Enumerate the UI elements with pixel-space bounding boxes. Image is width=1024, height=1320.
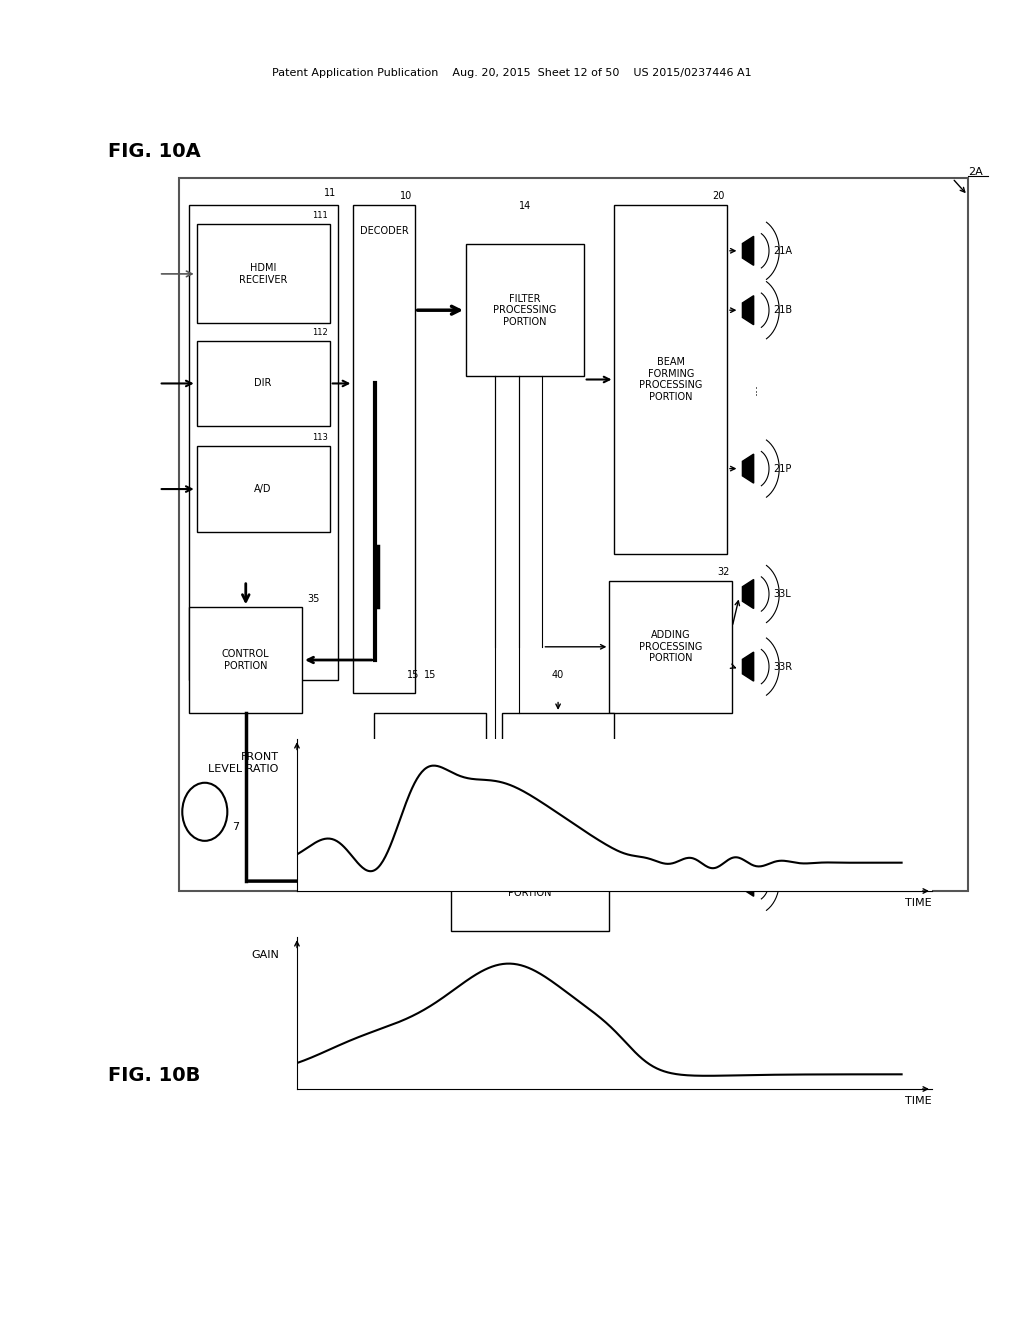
Text: 32: 32 (718, 566, 730, 577)
Bar (179, 178, 968, 891)
Bar (466, 244, 584, 376)
Bar (189, 205, 338, 680)
Text: 21A: 21A (773, 246, 793, 256)
Bar (353, 205, 415, 693)
Text: 7: 7 (232, 821, 240, 832)
Circle shape (182, 783, 227, 841)
Text: FILTER
PROCESSING
PORTION: FILTER PROCESSING PORTION (494, 293, 556, 327)
Text: 21B: 21B (773, 305, 793, 315)
Text: FRONT
LEVEL RATIO: FRONT LEVEL RATIO (209, 752, 279, 774)
Text: TIME: TIME (905, 1096, 932, 1106)
Bar (197, 224, 330, 323)
Text: 33L: 33L (773, 589, 791, 599)
Text: 113: 113 (311, 433, 328, 442)
Bar (189, 607, 302, 713)
Text: DIR: DIR (255, 379, 271, 388)
Bar (374, 713, 486, 825)
Text: 15: 15 (424, 669, 436, 680)
Bar (451, 832, 609, 931)
Text: 3: 3 (773, 876, 779, 887)
Text: GAIN: GAIN (251, 950, 279, 961)
Bar (502, 713, 614, 825)
Text: 33R: 33R (773, 661, 793, 672)
Polygon shape (742, 454, 754, 483)
Text: 20: 20 (713, 190, 725, 201)
Text: DECODER: DECODER (359, 226, 409, 236)
Bar (614, 205, 727, 554)
Text: 14: 14 (519, 201, 530, 211)
Text: ...: ... (746, 383, 759, 396)
Text: A/D: A/D (254, 484, 272, 494)
Bar (609, 581, 732, 713)
Text: FIG. 10B: FIG. 10B (108, 1067, 200, 1085)
Polygon shape (742, 579, 754, 609)
Text: 35: 35 (307, 594, 319, 605)
Polygon shape (742, 867, 754, 896)
Text: FILTER
PROCESSING
PORTION: FILTER PROCESSING PORTION (398, 752, 462, 785)
Text: FIG. 10A: FIG. 10A (108, 143, 201, 161)
Text: 15: 15 (407, 669, 420, 680)
Text: VIRTUAL
PROCESSING
PORTION: VIRTUAL PROCESSING PORTION (526, 752, 590, 785)
Text: 111: 111 (312, 211, 328, 220)
Text: 112: 112 (312, 327, 328, 337)
Polygon shape (742, 236, 754, 265)
Text: BEAM
FORMING
PROCESSING
PORTION: BEAM FORMING PROCESSING PORTION (639, 358, 702, 401)
Text: HDMI
RECEIVER: HDMI RECEIVER (239, 263, 288, 285)
Bar (197, 341, 330, 426)
Text: 70: 70 (475, 788, 487, 799)
Text: CONTROL
PORTION: CONTROL PORTION (222, 649, 269, 671)
Bar (197, 446, 330, 532)
Text: ADDING
PROCESSING
PORTION: ADDING PROCESSING PORTION (639, 630, 702, 664)
Polygon shape (742, 296, 754, 325)
Text: 2A: 2A (968, 166, 982, 177)
Text: 10: 10 (400, 190, 413, 201)
Text: 11: 11 (324, 187, 336, 198)
Polygon shape (742, 652, 754, 681)
Text: 21P: 21P (773, 463, 792, 474)
Text: ADDING
PROCESSING
PORTION: ADDING PROCESSING PORTION (499, 865, 561, 898)
Text: 40: 40 (552, 669, 564, 680)
Text: TIME: TIME (905, 898, 932, 908)
Text: Patent Application Publication    Aug. 20, 2015  Sheet 12 of 50    US 2015/02374: Patent Application Publication Aug. 20, … (272, 67, 752, 78)
